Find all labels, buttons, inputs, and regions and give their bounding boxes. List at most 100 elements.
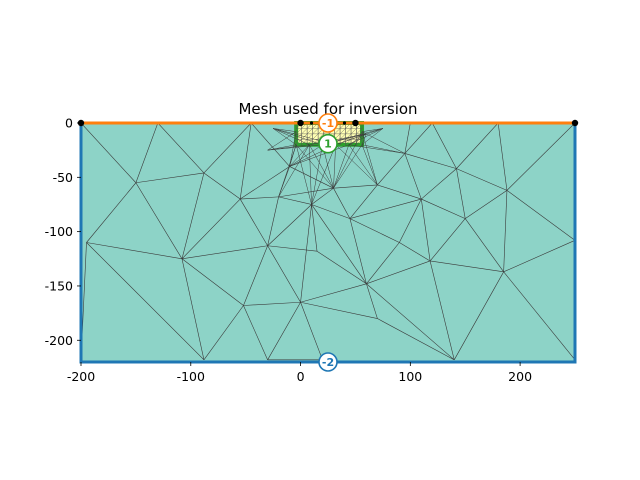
mesh-edge [157, 122, 205, 174]
mesh-edge [361, 131, 367, 135]
mesh-edge [135, 122, 159, 183]
mesh-edge [278, 144, 310, 197]
inner-cell [345, 133, 352, 140]
inner-cell [306, 133, 314, 140]
mesh-edge [273, 128, 323, 145]
electrode-node [297, 119, 304, 127]
mesh-edge [465, 190, 508, 219]
mesh-edge [267, 144, 323, 151]
x-tick-label: 100 [398, 369, 422, 384]
mesh-edge [335, 144, 378, 186]
mesh-edge [295, 144, 312, 205]
mesh-edge [399, 198, 422, 243]
mesh-edge [273, 128, 310, 145]
mesh-edge [311, 204, 318, 252]
mesh-edge [361, 128, 384, 145]
electrode-node [352, 119, 359, 127]
mesh-edge [349, 198, 422, 219]
inner-cell [350, 133, 358, 140]
mesh-edge [333, 131, 363, 189]
mesh-edge [404, 122, 411, 154]
mesh-edge [361, 131, 378, 185]
mesh-edge [243, 301, 301, 306]
inner-cell [306, 139, 314, 146]
mesh-edge [361, 131, 405, 154]
mesh-edge [300, 204, 312, 303]
mesh-edge [86, 242, 205, 361]
region-marker-label: -2 [322, 356, 334, 369]
inner-cell [301, 128, 308, 135]
mesh-edge [506, 122, 576, 191]
mesh-edge [289, 144, 310, 167]
electrode-node [571, 119, 579, 127]
mesh-edge [273, 128, 297, 132]
inner-cell [339, 139, 347, 146]
mesh-edge [203, 305, 244, 361]
region-markers: -1 1 -2 [318, 113, 338, 372]
mesh-edge [240, 166, 290, 200]
mesh-edge [348, 144, 405, 154]
mesh-edge [348, 144, 378, 186]
mesh-edge [366, 283, 378, 319]
mesh-edge [421, 198, 466, 219]
region-marker-circle [318, 113, 338, 133]
y-tick-label: -200 [45, 333, 73, 348]
mesh-edge [239, 122, 252, 200]
mesh-edge [404, 153, 457, 169]
mesh-edge [181, 198, 241, 260]
inner-cell [312, 128, 319, 135]
inner-cell [334, 128, 341, 135]
inner-cell [356, 139, 363, 146]
mesh-edge [135, 172, 204, 184]
mesh-edge [311, 187, 334, 205]
inner-cell [356, 133, 363, 140]
mesh-edge [333, 144, 336, 189]
mesh-edge [429, 260, 455, 360]
inner-cell [345, 139, 352, 146]
y-tick-label: -50 [53, 170, 73, 185]
mesh-edge [243, 245, 268, 306]
mesh-edge [333, 184, 378, 189]
mesh-edge [377, 318, 455, 361]
mesh-edge [267, 144, 297, 151]
mesh-edge [432, 122, 457, 169]
mesh-edge [250, 122, 290, 167]
mesh-fan-edges [267, 128, 405, 205]
mesh-edge [429, 218, 466, 262]
mesh-edge [181, 258, 244, 306]
mesh-edge [278, 196, 312, 205]
x-tick-label: 0 [297, 369, 305, 384]
mesh-edge [453, 271, 504, 360]
mesh-edge [421, 168, 457, 200]
mesh-edge [361, 128, 383, 132]
inner-cell [301, 133, 308, 140]
mesh-edge [181, 258, 205, 360]
inner-cell [312, 133, 319, 140]
mesh-edge [311, 204, 351, 219]
mesh-edge [289, 166, 334, 189]
mesh-edge [295, 144, 334, 189]
mesh-edge [404, 153, 422, 200]
mesh-edge [243, 305, 268, 360]
mesh-edge [309, 144, 312, 205]
mesh-edge [503, 240, 576, 273]
mesh-edge [430, 260, 504, 273]
x-tick-label: -200 [67, 369, 95, 384]
mesh-background [81, 123, 575, 362]
inner-cell [317, 133, 325, 140]
mesh-edge [348, 128, 383, 145]
mesh-edge [80, 122, 137, 183]
mesh-edge [377, 153, 406, 186]
mesh-edge [366, 260, 431, 285]
mesh-edge [399, 242, 431, 262]
mesh-edge [289, 144, 349, 167]
mesh-edge [311, 144, 323, 205]
mesh-edge [361, 144, 405, 154]
mesh-edge [86, 242, 183, 260]
region-marker-label: 1 [324, 138, 332, 151]
mesh-edge [506, 190, 576, 241]
mesh-edge [267, 131, 297, 151]
mesh-edge [181, 172, 205, 259]
y-tick-label: -150 [45, 278, 73, 293]
